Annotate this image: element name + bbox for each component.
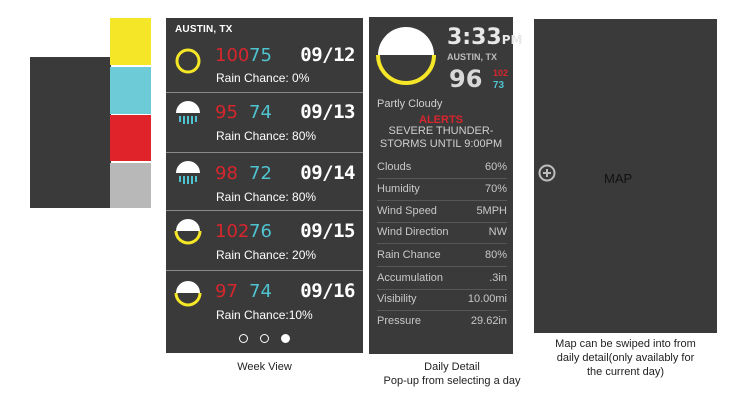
day-row-4[interactable]: 102 76 09/15 Rain Chance: 20%: [166, 210, 363, 267]
stat-value: 70%: [484, 183, 507, 195]
day-low-temp: 74: [249, 102, 272, 123]
daily-detail-caption: Daily Detail Pop-up from selecting a day: [362, 360, 542, 388]
stat-row-pressure: Pressure 29.62in: [377, 311, 507, 332]
partly-cloudy-icon: [174, 281, 202, 307]
day-date: 09/13: [300, 101, 355, 123]
alert-line-1: SEVERE THUNDER-: [388, 125, 494, 137]
day-rain-chance: Rain Chance: 80%: [216, 129, 317, 143]
page-indicator: [239, 334, 291, 344]
stat-label: Wind Direction: [377, 226, 449, 238]
dark-swatch-block: [30, 57, 111, 208]
week-view-panel: AUSTIN, TX 100 75 09/12 Rain Chance: 0% …: [166, 18, 363, 353]
rain-icon: [176, 161, 200, 184]
day-rain-chance: Rain Chance: 0%: [216, 71, 310, 85]
stat-value: 5MPH: [476, 205, 507, 217]
day-high-temp: 97: [215, 281, 238, 302]
map-caption: Map can be swiped into from daily detail…: [534, 337, 717, 379]
red-swatch: [110, 115, 151, 161]
stat-row-visibility: Visibility 10.00mi: [377, 289, 507, 311]
daily-detail-caption-line-1: Daily Detail: [424, 361, 480, 373]
stat-row-rain-chance: Rain Chance 80%: [377, 245, 507, 267]
partly-cloudy-icon: [376, 27, 436, 85]
day-rain-chance: Rain Chance: 80%: [216, 190, 317, 204]
time-value: 3:33: [447, 25, 502, 50]
day-row-2[interactable]: 95 74 09/13 Rain Chance: 80%: [166, 92, 363, 149]
page-dot-1[interactable]: [239, 334, 248, 343]
day-low-temp: 76: [249, 221, 272, 242]
day-row-1[interactable]: 100 75 09/12 Rain Chance: 0%: [166, 39, 363, 95]
page-dot-2[interactable]: [260, 334, 269, 343]
map-label: MAP: [604, 171, 633, 186]
gray-swatch: [110, 163, 151, 208]
day-high-temp: 98: [215, 163, 238, 184]
page-dot-3[interactable]: [281, 334, 290, 343]
stat-label: Pressure: [377, 315, 422, 327]
stat-value: 80%: [484, 249, 507, 261]
detail-high-temp: 102: [493, 68, 509, 78]
stat-label: Wind Speed: [377, 205, 437, 217]
detail-city-label: AUSTIN, TX: [447, 52, 498, 62]
day-high-temp: 102: [215, 221, 250, 242]
week-view-caption: Week View: [237, 361, 292, 373]
stat-label: Accumulation: [377, 272, 444, 284]
day-rain-chance: Rain Chance:10%: [216, 308, 313, 322]
alert-line-2: STORMS UNTIL 9:00PM: [379, 138, 503, 150]
stat-value: 29.62in: [470, 315, 507, 327]
day-low-temp: 72: [249, 163, 272, 184]
stat-value: NW: [488, 226, 507, 238]
stat-label: Rain Chance: [377, 249, 441, 261]
day-date: 09/16: [300, 280, 355, 302]
detail-low-temp: 73: [493, 80, 505, 91]
week-city-label: AUSTIN, TX: [175, 24, 233, 35]
stat-value: 60%: [484, 161, 507, 173]
sun-icon: [175, 48, 201, 74]
stat-label: Clouds: [377, 161, 412, 173]
rain-icon: [176, 101, 200, 124]
day-date: 09/12: [300, 44, 355, 66]
map-caption-line-1: Map can be swiped into from: [555, 338, 696, 350]
day-low-temp: 74: [249, 281, 272, 302]
current-time: 3:33PM: [447, 25, 522, 50]
stat-label: Humidity: [377, 183, 420, 195]
stat-value: 10.00mi: [467, 293, 507, 305]
daily-detail-caption-line-2: Pop-up from selecting a day: [383, 375, 521, 387]
daily-detail-panel: 3:33PM AUSTIN, TX 96 102 73 Partly Cloud…: [369, 17, 522, 354]
stat-value: .3in: [489, 272, 507, 284]
map-caption-line-3: the current day): [586, 366, 665, 378]
map-caption-line-2: daily detail(only availably for: [556, 352, 695, 364]
day-row-3[interactable]: 98 72 09/14 Rain Chance: 80%: [166, 152, 363, 209]
alerts-title: ALERTS: [419, 114, 463, 126]
stat-row-clouds: Clouds 60%: [377, 157, 507, 179]
stat-row-wind-direction: Wind Direction NW: [377, 222, 507, 244]
day-rain-chance: Rain Chance: 20%: [216, 248, 317, 262]
condition-label: Partly Cloudy: [377, 98, 443, 110]
day-high-temp: 100: [215, 45, 250, 66]
stat-label: Visibility: [377, 293, 417, 305]
stat-row-wind-speed: Wind Speed 5MPH: [377, 201, 507, 223]
day-low-temp: 75: [249, 45, 272, 66]
alert-message: SEVERE THUNDER- STORMS UNTIL 9:00PM: [369, 125, 513, 151]
day-date: 09/14: [300, 162, 355, 184]
day-row-5[interactable]: 97 74 09/16 Rain Chance:10%: [166, 270, 363, 327]
partly-cloudy-icon: [174, 219, 202, 245]
stat-row-accumulation: Accumulation .3in: [377, 268, 507, 290]
day-high-temp: 95: [215, 102, 238, 123]
stat-row-humidity: Humidity 70%: [377, 179, 507, 201]
time-ampm: PM: [501, 33, 523, 47]
plus-circle-icon[interactable]: [538, 164, 556, 182]
map-panel[interactable]: MAP: [534, 19, 717, 333]
day-date: 09/15: [300, 220, 355, 242]
cyan-swatch: [110, 67, 151, 114]
current-temp: 96: [449, 65, 483, 93]
yellow-swatch: [110, 18, 151, 65]
